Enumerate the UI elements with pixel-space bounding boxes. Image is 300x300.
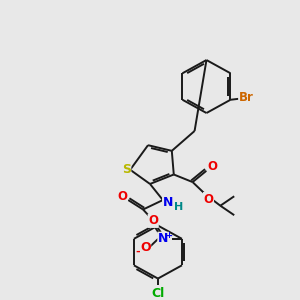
Text: N: N — [158, 232, 168, 245]
Text: S: S — [122, 163, 131, 176]
Text: O: O — [148, 214, 158, 227]
Text: Br: Br — [239, 92, 254, 104]
Text: O: O — [207, 160, 218, 173]
Text: +: + — [166, 230, 172, 239]
Text: O: O — [203, 193, 214, 206]
Text: O: O — [117, 190, 127, 203]
Text: O: O — [140, 241, 151, 254]
Text: Cl: Cl — [151, 287, 165, 300]
Text: N: N — [163, 196, 173, 209]
Text: -: - — [135, 247, 140, 257]
Text: H: H — [174, 202, 183, 212]
